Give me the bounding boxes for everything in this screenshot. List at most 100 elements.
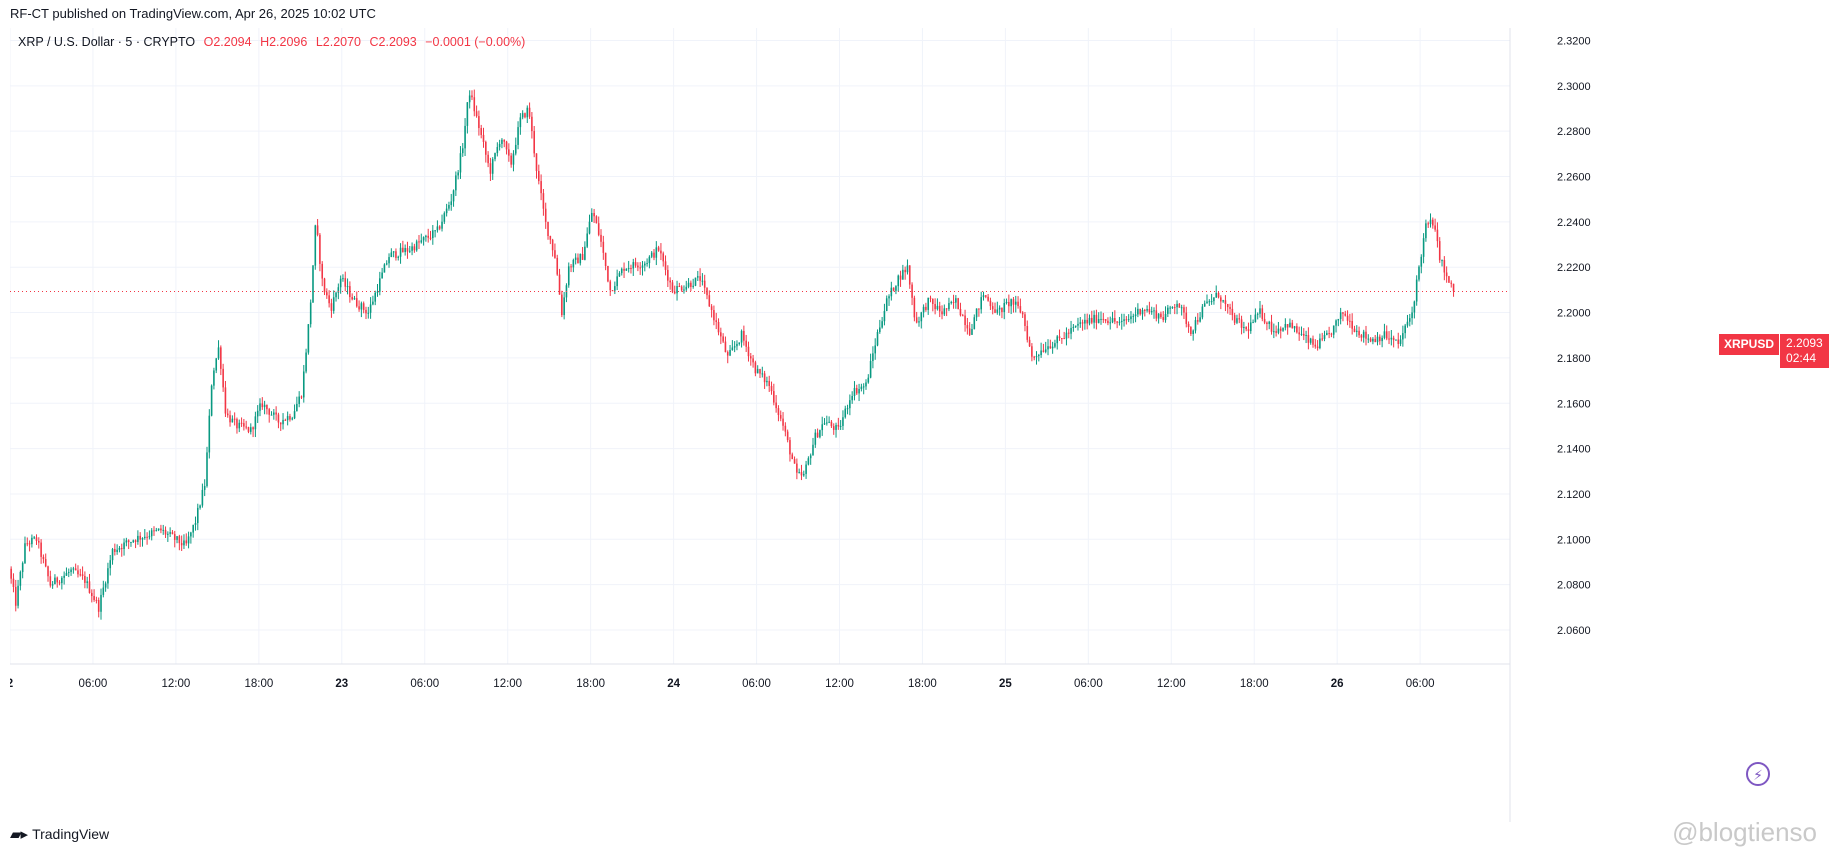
candle-body[interactable]: [1259, 308, 1261, 314]
candle-body[interactable]: [413, 246, 416, 251]
candle-body[interactable]: [118, 547, 121, 550]
candle-body[interactable]: [1169, 307, 1171, 309]
candle-body[interactable]: [514, 144, 517, 154]
candle-body[interactable]: [678, 286, 681, 288]
candle-body[interactable]: [807, 458, 810, 465]
candle-body[interactable]: [86, 581, 88, 583]
candle-body[interactable]: [180, 543, 183, 546]
candle-body[interactable]: [531, 116, 533, 132]
candle-body[interactable]: [1448, 276, 1450, 283]
candle-body[interactable]: [512, 153, 515, 165]
candle-body[interactable]: [1220, 297, 1222, 302]
candle-body[interactable]: [349, 286, 351, 298]
candle-body[interactable]: [289, 416, 291, 420]
candle-body[interactable]: [464, 125, 466, 149]
candle-body[interactable]: [1081, 322, 1084, 324]
candle-body[interactable]: [1150, 310, 1153, 313]
candle-body[interactable]: [501, 139, 503, 144]
candle-body[interactable]: [12, 578, 15, 587]
candle-body[interactable]: [673, 291, 676, 294]
candle-body[interactable]: [713, 310, 715, 321]
candle-body[interactable]: [597, 223, 600, 235]
candle-body[interactable]: [1021, 312, 1024, 315]
candle-body[interactable]: [521, 113, 524, 118]
candle-body[interactable]: [153, 530, 155, 532]
candle-body[interactable]: [1372, 338, 1374, 342]
candle-body[interactable]: [1383, 331, 1386, 338]
candle-body[interactable]: [1365, 331, 1367, 339]
candle-body[interactable]: [614, 286, 616, 291]
candle-body[interactable]: [669, 280, 671, 283]
candle-body[interactable]: [743, 330, 745, 341]
candle-body[interactable]: [1233, 315, 1236, 323]
candle-body[interactable]: [445, 208, 448, 214]
candle-body[interactable]: [173, 534, 176, 540]
candle-body[interactable]: [759, 368, 761, 374]
candle-body[interactable]: [710, 306, 713, 311]
candle-body[interactable]: [558, 274, 561, 295]
candle-body[interactable]: [224, 387, 227, 414]
candle-body[interactable]: [1445, 272, 1448, 277]
candle-body[interactable]: [314, 225, 317, 266]
candle-body[interactable]: [726, 352, 729, 356]
candle-body[interactable]: [385, 263, 388, 265]
candle-body[interactable]: [1307, 334, 1310, 343]
candle-body[interactable]: [229, 415, 231, 423]
candle-body[interactable]: [1086, 319, 1088, 324]
candle-body[interactable]: [584, 246, 586, 260]
candle-body[interactable]: [1031, 346, 1033, 357]
candle-body[interactable]: [524, 113, 526, 118]
candle-body[interactable]: [1070, 327, 1072, 334]
candle-body[interactable]: [987, 296, 989, 301]
candle-body[interactable]: [374, 292, 377, 302]
candle-body[interactable]: [632, 262, 635, 269]
candle-body[interactable]: [715, 320, 718, 322]
candle-body[interactable]: [600, 234, 602, 242]
candle-body[interactable]: [1008, 301, 1010, 307]
candle-body[interactable]: [731, 347, 734, 350]
candle-body[interactable]: [950, 301, 953, 304]
candle-body[interactable]: [985, 295, 987, 297]
candle-body[interactable]: [38, 540, 40, 543]
candle-body[interactable]: [932, 298, 934, 305]
candle-body[interactable]: [703, 280, 706, 288]
candle-body[interactable]: [607, 265, 609, 282]
candle-body[interactable]: [1054, 343, 1056, 347]
candle-body[interactable]: [116, 549, 118, 552]
candle-body[interactable]: [1432, 219, 1434, 226]
candle-body[interactable]: [1014, 301, 1017, 305]
candle-body[interactable]: [215, 358, 218, 371]
candle-body[interactable]: [796, 463, 798, 473]
candle-body[interactable]: [623, 268, 625, 271]
candle-body[interactable]: [415, 241, 418, 251]
candle-body[interactable]: [33, 537, 35, 539]
candle-body[interactable]: [708, 295, 711, 307]
candle-body[interactable]: [56, 577, 59, 583]
candle-body[interactable]: [28, 543, 31, 545]
candle-body[interactable]: [618, 273, 621, 277]
candle-body[interactable]: [1167, 307, 1169, 314]
candle-body[interactable]: [779, 415, 782, 419]
candle-body[interactable]: [321, 263, 324, 279]
candle-body[interactable]: [549, 236, 552, 240]
candle-body[interactable]: [42, 556, 45, 560]
candle-body[interactable]: [1104, 319, 1107, 321]
candle-body[interactable]: [911, 284, 913, 298]
candle-body[interactable]: [1132, 315, 1135, 317]
candle-body[interactable]: [961, 315, 964, 317]
candle-body[interactable]: [309, 302, 312, 325]
candle-body[interactable]: [881, 321, 883, 328]
candle-body[interactable]: [270, 414, 273, 416]
candle-body[interactable]: [528, 107, 531, 117]
candle-body[interactable]: [312, 265, 314, 303]
candle-body[interactable]: [572, 259, 575, 268]
candle-body[interactable]: [1355, 330, 1358, 332]
candle-body[interactable]: [63, 575, 65, 578]
candle-body[interactable]: [487, 154, 489, 164]
candle-body[interactable]: [263, 404, 266, 408]
candle-body[interactable]: [1035, 356, 1038, 358]
candle-body[interactable]: [773, 391, 775, 403]
candle-body[interactable]: [171, 532, 174, 535]
candle-body[interactable]: [1026, 325, 1029, 340]
candle-body[interactable]: [650, 252, 653, 257]
